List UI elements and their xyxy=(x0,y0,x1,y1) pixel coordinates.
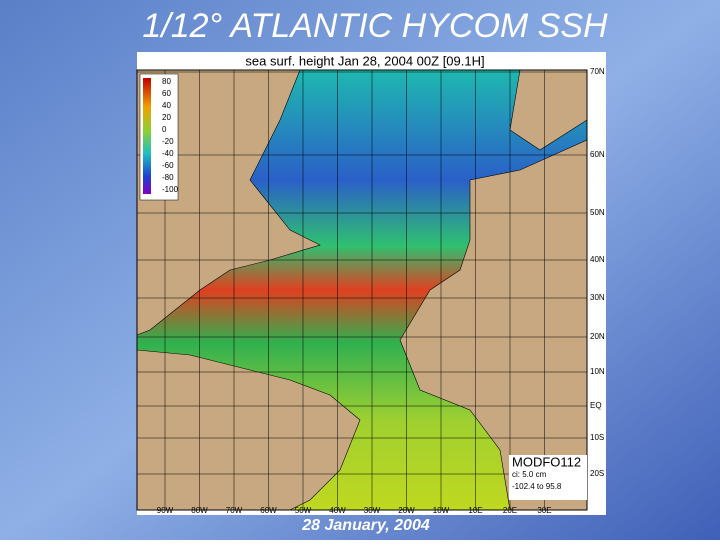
info-box xyxy=(509,455,587,500)
colorbar-label: -40 xyxy=(162,149,174,158)
info-line: ci: 5.0 cm xyxy=(512,470,547,479)
colorbar-label: -60 xyxy=(162,161,174,170)
info-line: MODFO112 xyxy=(512,454,581,469)
graticule xyxy=(137,70,587,510)
land xyxy=(136,69,588,511)
caption: 28 January, 2004 xyxy=(301,517,430,534)
lat-label: 70N xyxy=(590,67,605,76)
lat-label: 50N xyxy=(590,208,605,217)
colorbar-label: 0 xyxy=(162,125,167,134)
colorbar-label: 20 xyxy=(162,113,171,122)
colorbar xyxy=(143,78,151,194)
lat-label: 60N xyxy=(590,150,605,159)
colorbar-label: 80 xyxy=(162,77,171,86)
map-frame xyxy=(136,69,588,511)
slide-title: 1/12° ATLANTIC HYCOM SSH xyxy=(142,7,608,45)
lon-label: 50W xyxy=(295,506,312,515)
lat-label: 40N xyxy=(590,255,605,264)
info-line: -102.4 to 95.8 xyxy=(512,482,562,491)
lon-label: 80W xyxy=(191,506,208,515)
lon-label: 60W xyxy=(260,506,277,515)
colorbar-label: 40 xyxy=(162,101,171,110)
lon-label: 30E xyxy=(537,506,551,515)
map-header: sea surf. height Jan 28, 2004 00Z [09.1H… xyxy=(245,53,484,68)
lon-label: 70W xyxy=(226,506,243,515)
lon-label: 90W xyxy=(157,506,174,515)
colorbar-label: 60 xyxy=(162,89,171,98)
lat-label: 30N xyxy=(590,293,605,302)
colorbar-label: -100 xyxy=(162,185,179,194)
colorbar-label: -20 xyxy=(162,137,174,146)
lon-label: 10E xyxy=(468,506,482,515)
lat-label: 10N xyxy=(590,367,605,376)
lat-label: EQ xyxy=(590,401,602,410)
lat-label: 10S xyxy=(590,433,604,442)
colorbar-label: -80 xyxy=(162,173,174,182)
lat-label: 20N xyxy=(590,332,605,341)
lon-label: 30W xyxy=(364,506,381,515)
lon-label: 20W xyxy=(398,506,415,515)
lon-label: 40W xyxy=(329,506,346,515)
lon-label: 10W xyxy=(433,506,450,515)
lat-label: 20S xyxy=(590,469,604,478)
lon-label: 20E xyxy=(503,506,517,515)
